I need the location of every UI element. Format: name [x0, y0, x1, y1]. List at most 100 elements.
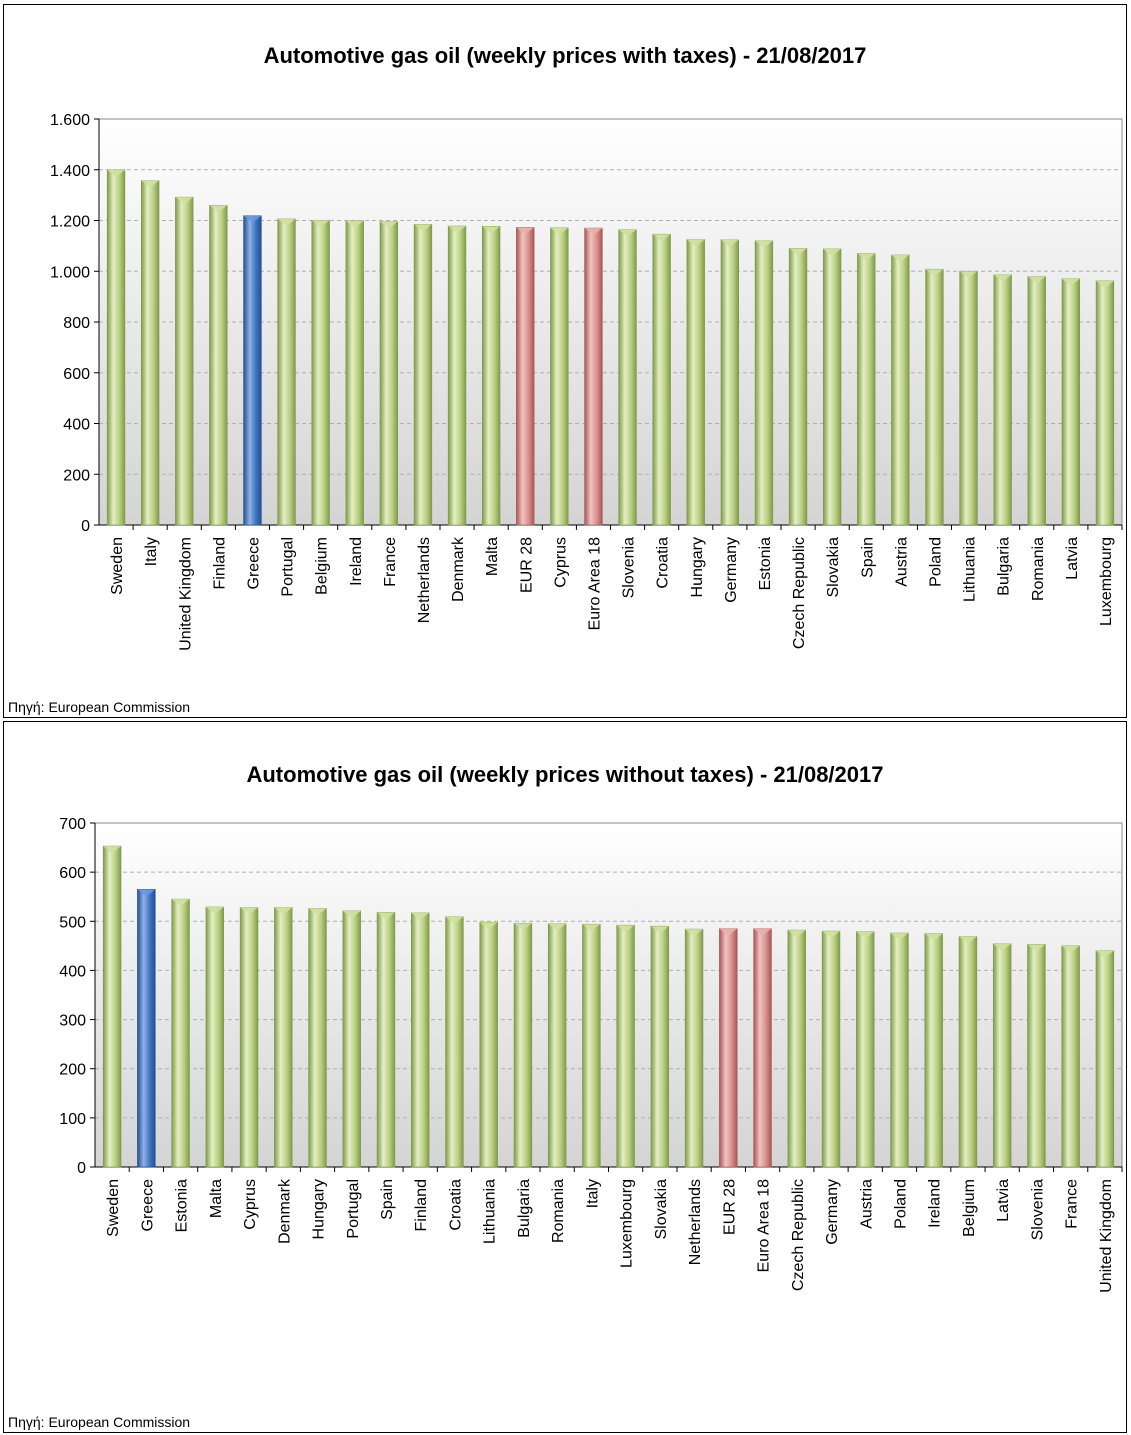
bar-germany	[821, 930, 841, 1168]
x-tick-label: Latvia	[995, 1179, 1012, 1222]
x-tick-label: Euro Area 18	[756, 1179, 773, 1273]
x-tick-label: Austria	[858, 1179, 875, 1229]
x-tick-label: Greece	[139, 1179, 156, 1232]
y-tick-label: 300	[59, 1013, 86, 1030]
bar-ireland	[924, 933, 943, 1168]
x-tick-label: Bulgaria	[996, 537, 1013, 596]
y-tick-label: 500	[59, 914, 86, 931]
bar-euro-area-18	[753, 928, 772, 1168]
x-tick-label: Luxembourg	[1098, 537, 1115, 626]
bar-bulgaria	[993, 274, 1012, 526]
x-tick-label: Lithuania	[962, 537, 979, 602]
x-tick-label: Portugal	[345, 1179, 362, 1239]
x-tick-label: Latvia	[1064, 537, 1081, 580]
x-tick-label: Cyprus	[552, 537, 569, 588]
x-tick-label: EUR 28	[518, 537, 535, 593]
x-tick-label: Italy	[143, 537, 160, 566]
bar-spain	[857, 253, 876, 526]
bar-hungary	[308, 908, 327, 1168]
x-tick-label: Hungary	[689, 537, 706, 597]
x-tick-label: Netherlands	[416, 537, 433, 623]
bar-sweden	[106, 169, 126, 526]
bar-latvia	[1061, 278, 1081, 526]
y-tick-label: 1.000	[50, 264, 90, 281]
x-tick-label: Slovakia	[653, 1179, 670, 1240]
x-tick-label: United Kingdom	[1098, 1179, 1115, 1293]
x-tick-label: EUR 28	[721, 1179, 738, 1235]
bar-eur-28	[719, 928, 738, 1168]
bar-spain	[376, 912, 396, 1168]
bar-italy	[582, 923, 601, 1168]
x-tick-label: Romania	[1030, 537, 1047, 601]
x-tick-label: Finland	[211, 537, 228, 589]
x-tick-label: France	[382, 537, 399, 587]
bar-slovenia	[618, 229, 637, 526]
x-tick-label: Ireland	[348, 537, 365, 586]
y-tick-label: 1.200	[50, 214, 90, 231]
x-tick-label: Bulgaria	[516, 1179, 533, 1238]
bar-chart-without-taxes: 0 100 200 300 400 500 600 700 Sweden Greece Estoni…	[59, 816, 1123, 1293]
bar-latvia	[992, 943, 1012, 1168]
x-tick-label: Poland	[927, 537, 944, 587]
x-tick-label: Austria	[893, 537, 910, 587]
bar-romania	[1027, 276, 1046, 526]
bar-italy	[140, 180, 160, 526]
source-label: Πηγή: European Commission	[8, 699, 191, 715]
bar-france	[1061, 945, 1080, 1168]
bar-croatia	[445, 916, 464, 1168]
bar-luxembourg	[616, 924, 635, 1168]
bar-slovakia	[650, 925, 670, 1168]
x-tick-label: Portugal	[280, 537, 297, 597]
bar-denmark	[447, 225, 467, 526]
y-tick-label: 800	[63, 315, 90, 332]
bar-austria	[856, 931, 875, 1168]
y-tick-label: 0	[77, 1160, 86, 1177]
x-tick-label: Sweden	[105, 1179, 122, 1237]
bar-bulgaria	[513, 922, 533, 1168]
bar-united-kingdom	[1095, 950, 1115, 1168]
x-tick-label: Euro Area 18	[586, 537, 603, 631]
bar-poland	[890, 932, 909, 1168]
x-tick-label: Estonia	[757, 537, 774, 590]
x-tick-label: France	[1064, 1179, 1081, 1229]
bar-france	[379, 221, 399, 526]
bar-estonia	[754, 240, 774, 526]
y-tick-label: 600	[63, 366, 90, 383]
bar-estonia	[171, 898, 190, 1168]
x-tick-label: Greece	[245, 537, 262, 590]
x-tick-label: Croatia	[655, 537, 672, 589]
bar-austria	[891, 254, 910, 526]
bar-malta	[481, 226, 501, 526]
x-tick-label: Finland	[413, 1179, 430, 1231]
bar-portugal	[342, 910, 361, 1168]
bar-cyprus	[550, 227, 569, 526]
x-tick-label: Estonia	[174, 1179, 191, 1232]
bar-euro-area-18	[584, 227, 603, 526]
x-tick-label: Spain	[379, 1179, 396, 1220]
bar-eur-28	[516, 227, 535, 526]
x-tick-label: Romania	[550, 1179, 567, 1243]
y-tick-label: 700	[59, 816, 86, 833]
x-tick-label: Cyprus	[242, 1179, 259, 1230]
bar-greece	[137, 889, 156, 1168]
x-tick-label: Czech Republic	[791, 537, 808, 649]
x-tick-label: Czech Republic	[790, 1179, 807, 1291]
bar-denmark	[274, 907, 293, 1168]
x-tick-label: Poland	[892, 1179, 909, 1229]
bar-romania	[547, 923, 567, 1168]
bar-czech-republic	[787, 929, 806, 1168]
bar-netherlands	[684, 928, 704, 1168]
x-tick-label: United Kingdom	[177, 537, 194, 651]
bar-belgium	[311, 219, 330, 526]
bar-greece	[243, 215, 262, 526]
x-tick-label: Slovenia	[621, 537, 638, 598]
x-tick-label: Netherlands	[687, 1179, 704, 1265]
x-tick-label: Germany	[723, 537, 740, 603]
bar-czech-republic	[788, 248, 808, 526]
bar-luxembourg	[1095, 280, 1115, 526]
x-tick-label: Luxembourg	[619, 1179, 636, 1268]
x-tick-label: Lithuania	[482, 1179, 499, 1244]
x-tick-label: Malta	[484, 537, 501, 576]
chart-title: Automotive gas oil (weekly prices with t…	[263, 43, 867, 68]
y-tick-label: 200	[63, 467, 90, 484]
